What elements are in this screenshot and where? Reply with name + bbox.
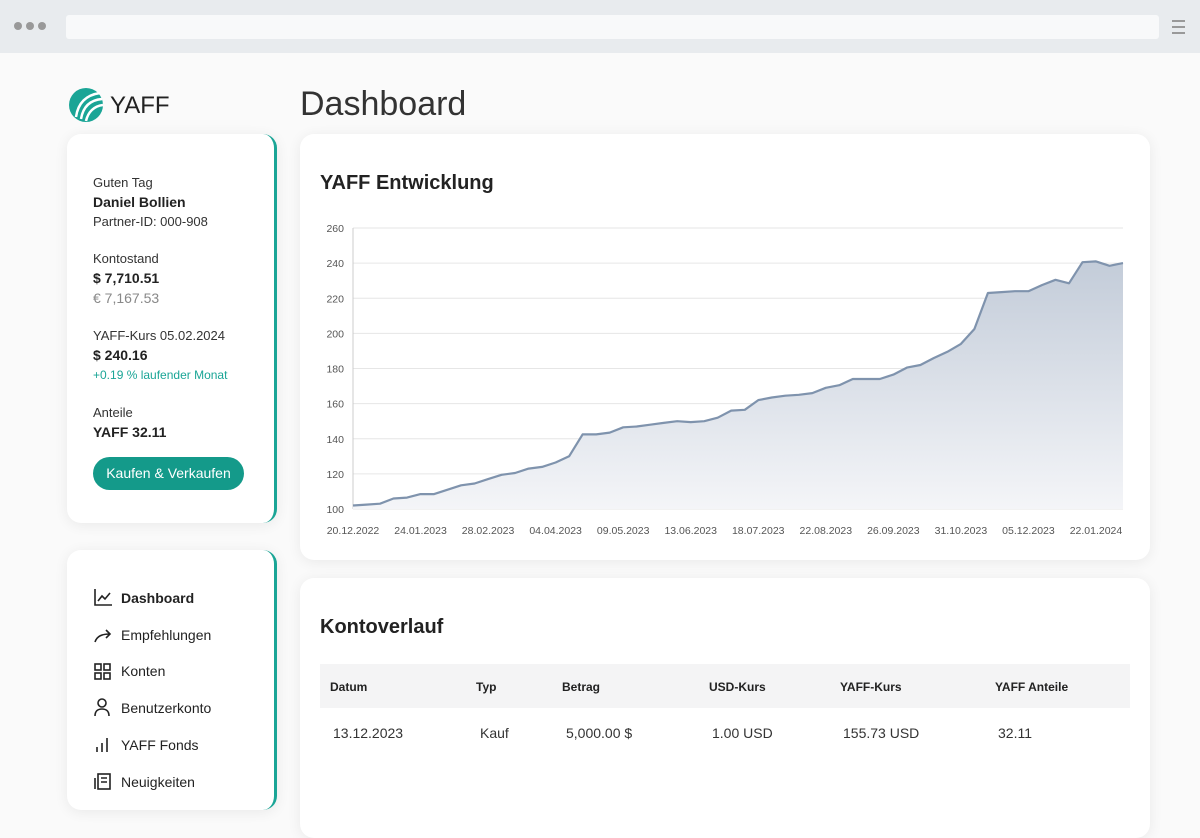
x-tick-label: 09.05.2023	[597, 525, 650, 537]
y-tick-label: 100	[326, 504, 344, 516]
table-header: USD-Kurs	[709, 680, 766, 694]
nav-item[interactable]: YAFF Fonds	[121, 736, 199, 753]
table-header-row	[320, 664, 1130, 708]
rate-label: YAFF-Kurs 05.02.2024	[93, 328, 225, 343]
y-tick-label: 200	[326, 328, 344, 340]
user-name: Daniel Bollien	[93, 194, 186, 210]
browser-bar	[0, 0, 1200, 53]
nav-item[interactable]: Dashboard	[121, 590, 195, 606]
page-title: Dashboard	[300, 85, 467, 123]
x-tick-label: 28.02.2023	[462, 525, 515, 537]
address-bar[interactable]	[66, 15, 1159, 39]
area	[353, 261, 1123, 509]
x-tick-label: 04.04.2023	[529, 525, 582, 537]
x-tick-label: 22.01.2024	[1070, 525, 1123, 537]
rate-change: +0.19 % laufender Monat	[93, 368, 228, 382]
rate: $ 240.16	[93, 347, 148, 363]
x-tick-label: 22.08.2023	[800, 525, 853, 537]
nav-item[interactable]: Empfehlungen	[121, 626, 212, 643]
balance-label: Kontostand	[93, 251, 159, 266]
greeting: Guten Tag	[93, 175, 153, 190]
logo-icon	[69, 88, 104, 122]
y-tick-label: 220	[326, 293, 344, 305]
y-tick-label: 240	[326, 258, 344, 270]
x-tick-label: 26.09.2023	[867, 525, 920, 537]
table-header: YAFF Anteile	[995, 680, 1069, 694]
y-tick-label: 180	[326, 364, 344, 376]
window-dots	[14, 22, 46, 30]
chart-card: YAFF Entwicklung 100 120 140 160 180 200 220 24…	[300, 134, 1150, 560]
page-title-wrap: Dashboard	[300, 85, 466, 124]
partner-id: Partner-ID: 000-908	[93, 214, 208, 229]
line	[352, 260, 1124, 507]
shares-label: Anteile	[93, 405, 133, 420]
table-cell: 13.12.2023	[333, 725, 404, 741]
x-tick-label: 13.06.2023	[664, 525, 717, 537]
trade-button[interactable]: Kaufen & Verkaufen	[93, 457, 244, 490]
brand: YAFF	[110, 92, 170, 119]
menu-icon[interactable]	[1171, 18, 1187, 36]
table-header: YAFF-Kurs	[840, 680, 902, 694]
table-title: Kontoverlauf	[320, 616, 444, 638]
shares: YAFF 32.11	[93, 424, 167, 440]
y-tick-label: 120	[326, 469, 344, 481]
nav-card	[67, 550, 277, 810]
table-card: Kontoverlauf	[300, 578, 1150, 838]
nav-item[interactable]: Konten	[121, 663, 166, 680]
table-header: Betrag	[562, 680, 601, 694]
x-tick-label: 24.01.2023	[394, 525, 447, 537]
table-header: Datum	[330, 680, 368, 694]
nav-item[interactable]: Neuigkeiten	[121, 773, 195, 790]
balance-eur: € 7,167.53	[93, 290, 160, 306]
nav-item[interactable]: Benutzerkonto	[121, 700, 212, 717]
x-tick-label: 31.10.2023	[935, 525, 988, 537]
y-tick-label: 260	[326, 223, 344, 235]
y-tick-label: 160	[326, 399, 344, 411]
nav-icons	[94, 589, 112, 790]
balance-usd: $ 7,710.51	[93, 270, 160, 286]
x-tick-label: 05.12.2023	[1002, 525, 1055, 537]
x-tick-label: 20.12.2022	[327, 525, 380, 537]
chart-title: YAFF Entwicklung	[320, 172, 494, 194]
y-tick-label: 140	[326, 434, 344, 446]
x-tick-label: 18.07.2023	[732, 525, 785, 537]
page: YAFF Dashboard {"brand":"YAFF","page_tit…	[0, 0, 1200, 810]
table-cell: 32.11	[998, 725, 1032, 741]
chart: 100 120 140 160 180 200 220 240 260 20.12.2022 24.…	[326, 223, 1124, 537]
table-cell: 5,000.00 $	[566, 725, 633, 741]
body: YAFF Dashboard Guten Tag Daniel Bollien …	[0, 0, 1200, 810]
table-cell: 1.00 USD	[712, 725, 773, 741]
table-cell: Kauf	[480, 725, 509, 741]
table-cell: 155.73 USD	[843, 725, 920, 741]
table-header: Typ	[476, 680, 497, 694]
